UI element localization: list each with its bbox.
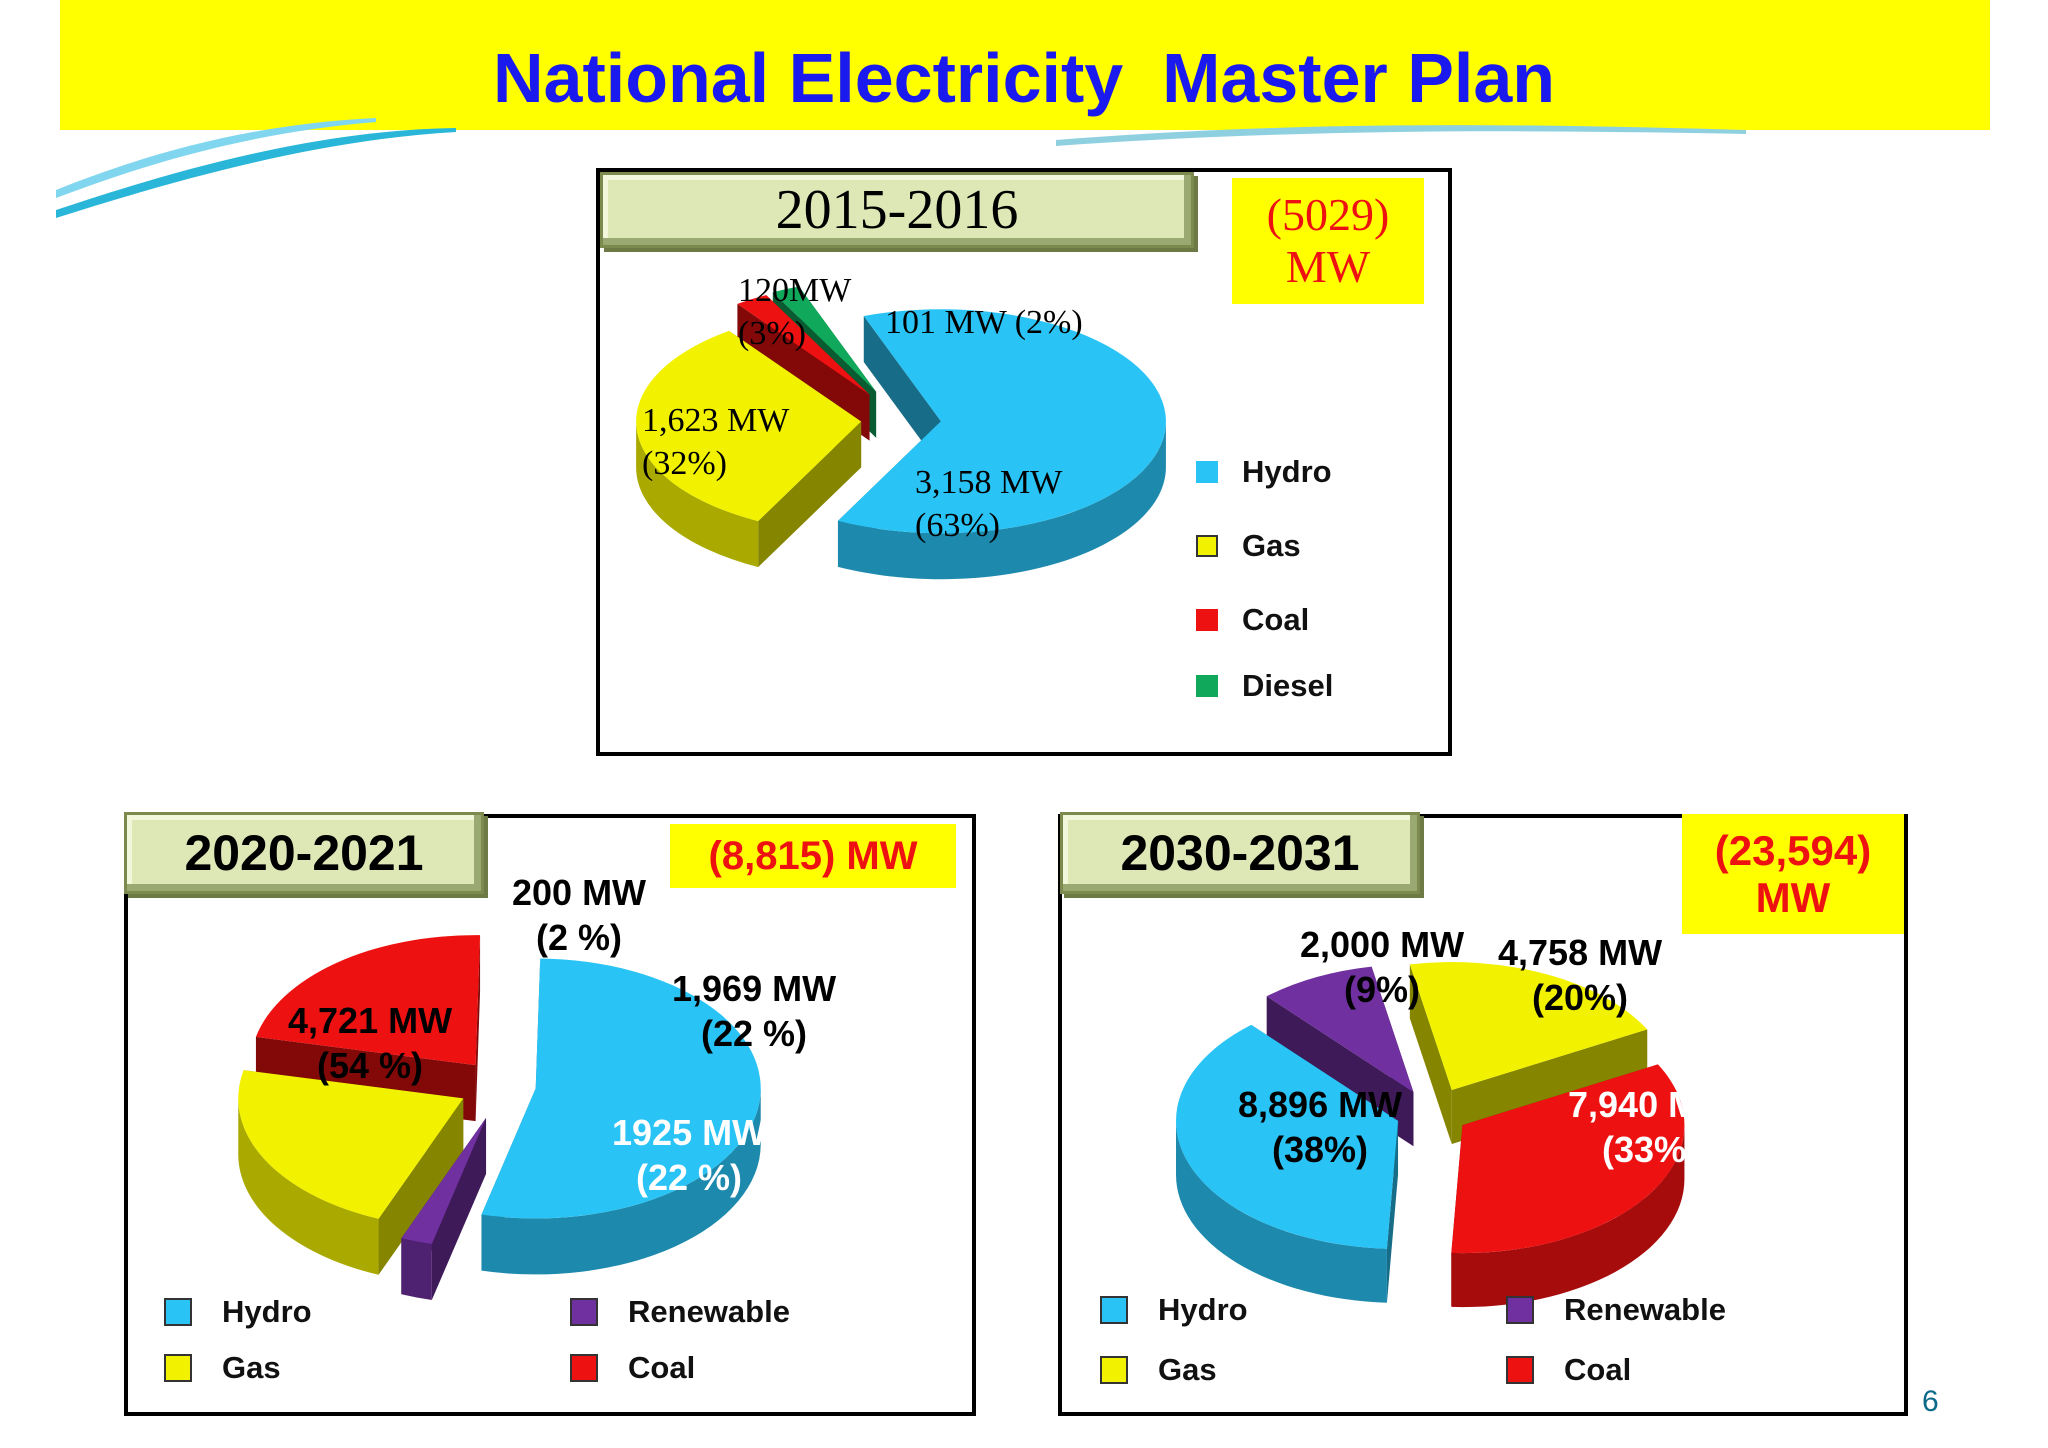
slice-top xyxy=(1451,1064,1685,1254)
legend-item-renewable: Renewable xyxy=(1506,1292,1726,1328)
total-capacity-2030-2031: (23,594) MW xyxy=(1682,814,1904,934)
legend-swatch-gas xyxy=(1196,535,1218,557)
pie-slice-gas xyxy=(636,330,862,568)
period-tab-2015-2016: 2015-2016 xyxy=(600,172,1194,248)
legend-label: Renewable xyxy=(628,1294,790,1329)
slice-top xyxy=(1409,962,1648,1091)
slice-rim xyxy=(1176,1120,1387,1303)
slice-rim xyxy=(1451,1125,1685,1308)
slice-label-gas: 4,758 MW (20%) xyxy=(1498,932,1663,1018)
legend-label: Hydro xyxy=(1242,454,1332,489)
pie-chart-2030-2031 xyxy=(1176,962,1685,1308)
title-banner xyxy=(60,0,1990,130)
legend-item-coal: Coal xyxy=(1196,602,1309,638)
legend-label: Coal xyxy=(1242,602,1310,637)
pie-slice-gas xyxy=(238,1070,464,1275)
slice-label-hydro: 3,158 MW (63%) xyxy=(915,464,1063,544)
legend-label: Gas xyxy=(1158,1352,1217,1387)
slice-label-hydro: 8,896 MW (38%) xyxy=(1238,1084,1403,1170)
legend-item-coal: Coal xyxy=(570,1350,695,1386)
slice-label-coal: 1925 MW (22 %) xyxy=(612,1112,767,1198)
slice-wall xyxy=(863,316,941,468)
pie-chart-2020-2021 xyxy=(238,935,761,1301)
pie-chart-2015-2016 xyxy=(636,286,1166,580)
legend-swatch-hydro xyxy=(1100,1296,1128,1324)
slide-title: National Electricity Master Plan xyxy=(492,39,1556,117)
legend-swatch-gas xyxy=(164,1354,192,1382)
legend-swatch-diesel xyxy=(1196,675,1218,697)
legend-label: Coal xyxy=(628,1350,696,1385)
slice-wall xyxy=(1409,964,1452,1145)
slice-label-hydro: 4,721 MW (54 %) xyxy=(288,1000,453,1086)
legend-swatch-renewable xyxy=(570,1298,598,1326)
slice-wall xyxy=(475,935,481,1122)
slice-wall xyxy=(758,421,862,568)
period-tab-2030-2031: 2030-2031 xyxy=(1060,812,1420,894)
slice-rim xyxy=(401,1238,432,1301)
slice-top xyxy=(255,935,481,1066)
slice-top xyxy=(1266,966,1414,1093)
legend-item-diesel: Diesel xyxy=(1196,668,1333,704)
legend-item-hydro: Hydro xyxy=(1196,454,1332,490)
slice-label-coal: 7,940 MW (33%) xyxy=(1568,1084,1733,1170)
total-capacity-2020-2021: (8,815) MW xyxy=(670,824,956,888)
legend-item-gas: Gas xyxy=(1100,1352,1217,1388)
slice-label-gas: 1,623 MW (32%) xyxy=(642,402,790,482)
legend-swatch-hydro xyxy=(1196,461,1218,483)
legend-swatch-hydro xyxy=(164,1298,192,1326)
slice-top xyxy=(837,309,1166,534)
legend-swatch-coal xyxy=(1506,1356,1534,1384)
legend-swatch-coal xyxy=(1196,609,1218,631)
legend-swatch-gas xyxy=(1100,1356,1128,1384)
slice-top xyxy=(772,286,877,392)
legend-item-coal: Coal xyxy=(1506,1352,1631,1388)
total-capacity-label: (8,815) MW xyxy=(708,833,918,878)
slice-label-renewable: 2,000 MW (9%) xyxy=(1300,924,1465,1010)
pie-slice-hydro xyxy=(837,309,1166,580)
legend-label: Renewable xyxy=(1564,1292,1726,1327)
legend-item-hydro: Hydro xyxy=(1100,1292,1248,1328)
legend-swatch-coal xyxy=(570,1354,598,1382)
legend-label: Coal xyxy=(1564,1352,1632,1387)
legend-item-hydro: Hydro xyxy=(164,1294,312,1330)
legend-label: Diesel xyxy=(1242,668,1334,703)
slice-top xyxy=(737,295,870,395)
slice-top xyxy=(238,1070,464,1219)
slice-top xyxy=(481,958,761,1219)
slice-rim xyxy=(481,1088,761,1275)
chart-title: 2030-2031 xyxy=(1120,825,1360,881)
slice-rim xyxy=(837,421,1166,580)
page-number: 6 xyxy=(1922,1385,1939,1418)
slice-rim xyxy=(636,421,759,568)
legend-label: Gas xyxy=(222,1350,281,1385)
legend-swatch-renewable xyxy=(1506,1296,1534,1324)
pie-slice-hydro xyxy=(481,958,761,1275)
period-tab-2020-2021: 2020-2021 xyxy=(124,812,484,894)
decorative-swoosh xyxy=(56,118,1746,218)
total-capacity-label: (5029) MW xyxy=(1266,189,1390,292)
slice-label-renewable: 200 MW (2 %) xyxy=(512,872,647,958)
legend-label: Hydro xyxy=(222,1294,312,1329)
chart-title: 2020-2021 xyxy=(184,825,424,881)
pie-slice-renewable xyxy=(401,1117,487,1301)
chart-title: 2015-2016 xyxy=(775,179,1019,241)
slice-top xyxy=(636,330,862,522)
slice-label-coal: 120MW (3%) xyxy=(738,272,852,352)
total-capacity-2015-2016: (5029) MW xyxy=(1232,178,1424,304)
legend-label: Hydro xyxy=(1158,1292,1248,1327)
pie-slice-hydro xyxy=(1176,1024,1399,1303)
slice-top xyxy=(1176,1024,1399,1249)
legend-item-gas: Gas xyxy=(164,1350,281,1386)
slice-label-diesel: 101 MW (2%) xyxy=(885,304,1083,341)
legend-item-renewable: Renewable xyxy=(570,1294,790,1330)
pie-slice-coal xyxy=(1451,1064,1685,1308)
total-capacity-label: (23,594) MW xyxy=(1714,826,1872,921)
legend-label: Gas xyxy=(1242,528,1301,563)
legend-item-gas: Gas xyxy=(1196,528,1301,564)
slice-label-gas: 1,969 MW (22 %) xyxy=(672,968,837,1054)
slice-top xyxy=(401,1117,487,1245)
slice-rim xyxy=(238,1098,379,1275)
